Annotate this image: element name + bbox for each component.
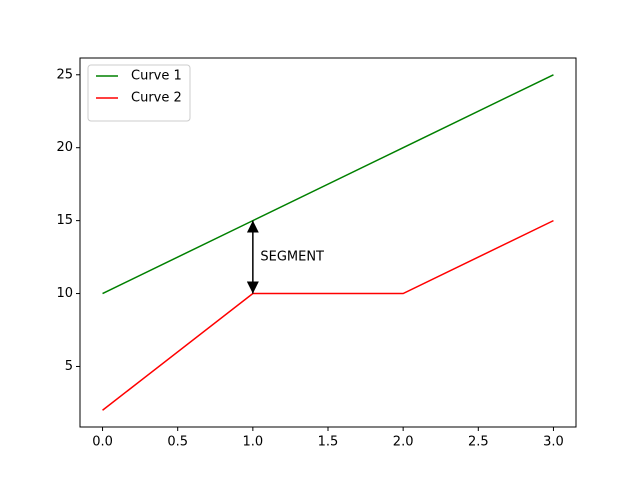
x-tick-label: 0.0	[92, 435, 113, 450]
x-tick-label: 2.0	[393, 435, 414, 450]
y-tick-label: 15	[56, 213, 73, 228]
legend-label: Curve 2	[131, 91, 182, 106]
y-tick-label: 20	[56, 140, 73, 155]
y-tick-label: 5	[65, 359, 73, 374]
x-tick-label: 0.5	[167, 435, 188, 450]
legend-box	[87, 64, 191, 122]
line	[102, 74, 554, 295]
line	[102, 219, 554, 411]
annotation-text: SEGMENT	[260, 250, 324, 265]
x-tick-label: 3.0	[543, 435, 564, 450]
x-tick-label: 2.5	[468, 435, 489, 450]
legend-label: Curve 1	[131, 69, 182, 84]
x-tick-label: 1.5	[318, 435, 339, 450]
x-tick-label: 1.0	[243, 435, 264, 450]
y-tick-label: 25	[56, 67, 73, 82]
y-tick-label: 10	[56, 286, 73, 301]
